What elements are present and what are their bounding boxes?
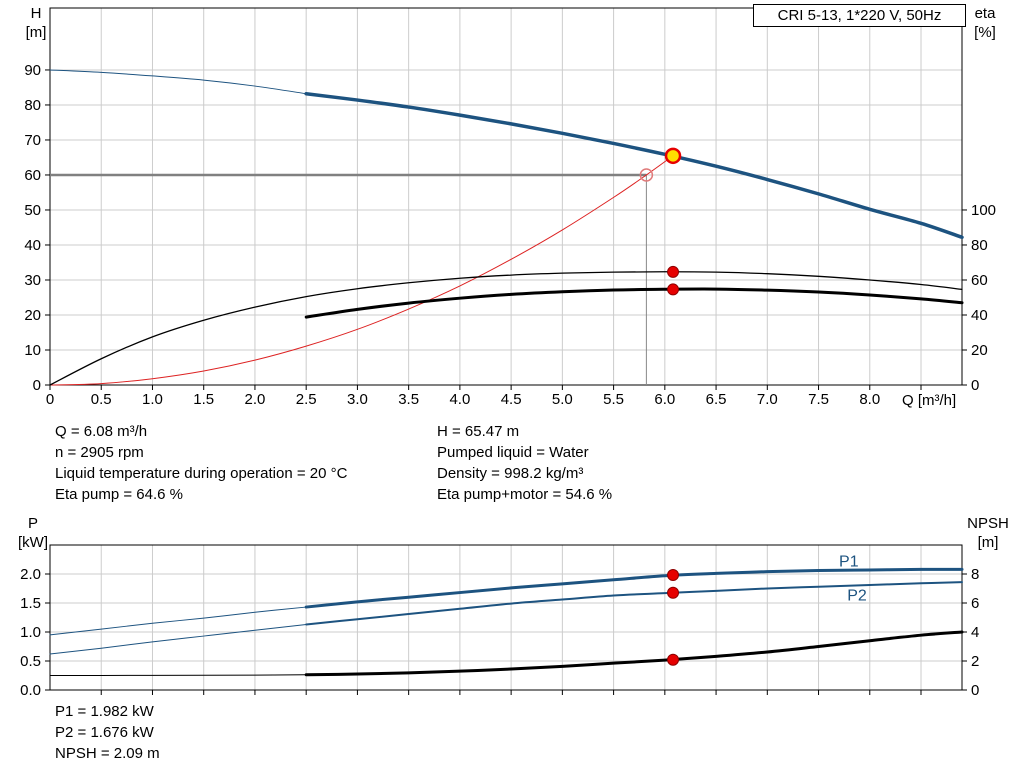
series-label-p2: P2 [847, 588, 867, 605]
operating-point-info-right: H = 65.47 m Pumped liquid = Water Densit… [437, 421, 612, 505]
y-left-tick-label: 1.0 [20, 624, 41, 641]
pump-model-badge: CRI 5-13, 1*220 V, 50Hz [753, 4, 966, 27]
y-left-tick-label: 0.5 [20, 653, 41, 670]
info-line-temp: Liquid temperature during operation = 20… [55, 465, 348, 482]
y-left-tick-label: 70 [24, 132, 41, 149]
eta-axis-unit: [%] [974, 24, 996, 41]
y-left-tick-label: 0 [33, 377, 41, 394]
x-tick-label: 6.0 [654, 391, 675, 408]
p-axis-title: P [27, 515, 38, 532]
p1-dot [667, 569, 680, 582]
x-tick-label: 7.5 [808, 391, 829, 408]
q-axis-label: Q [m³/h] [902, 392, 957, 409]
h-axis-unit: [m] [25, 24, 47, 41]
npsh-axis-unit: [m] [977, 534, 999, 551]
npsh-curve [304, 630, 964, 677]
y-left-tick-label: 1.5 [20, 595, 41, 612]
x-tick-label: 4.0 [449, 391, 470, 408]
eta-pump-dot [667, 265, 680, 278]
x-tick-label: 0.5 [91, 391, 112, 408]
eta-pump-motor-curve [304, 287, 964, 319]
p2-curve [305, 581, 963, 626]
npsh-dot [667, 653, 680, 666]
y-right-tick-label: 8 [971, 566, 979, 583]
x-tick-label: 0 [46, 391, 54, 408]
series-label-p1: P1 [839, 553, 859, 570]
npsh-axis-title: NPSH [967, 515, 1009, 532]
plot-border [49, 7, 963, 386]
y-right-tick-label: 2 [971, 653, 979, 670]
info-line-eta-pump-motor: Eta pump+motor = 54.6 % [437, 486, 613, 503]
y-right-tick-label: 60 [971, 272, 988, 289]
x-tick-label: 6.5 [706, 391, 727, 408]
head-curve [304, 92, 964, 240]
info-line-p1: P1 = 1.982 kW [55, 703, 154, 720]
x-tick-label: 8.0 [859, 391, 880, 408]
power-info: P1 = 1.982 kW P2 = 1.676 kW NPSH = 2.09 … [55, 701, 160, 764]
x-tick-label: 2.5 [296, 391, 317, 408]
y-right-tick-label: 4 [971, 624, 979, 641]
duty-point-marker [664, 147, 682, 165]
p-axis-unit: [kW] [18, 534, 48, 551]
x-tick-label: 7.0 [757, 391, 778, 408]
y-left-tick-label: 50 [24, 202, 41, 219]
operating-point-info-left: Q = 6.08 m³/h n = 2905 rpm Liquid temper… [55, 421, 347, 505]
p1-curve-lead [49, 606, 307, 636]
setpoint-open-marker [639, 168, 654, 182]
y-left-tick-label: 2.0 [20, 566, 41, 583]
x-tick-label: 2.0 [245, 391, 266, 408]
info-line-eta-pump: Eta pump = 64.6 % [55, 486, 183, 503]
y-left-tick-label: 60 [24, 167, 41, 184]
y-left-tick-label: 40 [24, 237, 41, 254]
info-line-npsh: NPSH = 2.09 m [55, 745, 160, 762]
head-curve-lead [49, 69, 307, 95]
info-line-q: Q = 6.08 m³/h [55, 423, 148, 440]
eta-pump-curve [49, 271, 963, 386]
system-curve [49, 155, 674, 386]
y-left-tick-label: 0.0 [20, 682, 41, 699]
info-line-h: H = 65.47 m [437, 423, 520, 440]
info-line-p2: P2 = 1.676 kW [55, 724, 154, 741]
y-left-tick-label: 20 [24, 307, 41, 324]
x-tick-label: 1.5 [193, 391, 214, 408]
x-tick-label: 5.0 [552, 391, 573, 408]
h-axis-label: H [m] [15, 4, 57, 42]
eta-axis-title: eta [974, 5, 996, 22]
npsh-curve-lead [49, 674, 307, 677]
info-line-n: n = 2905 rpm [55, 444, 144, 461]
plot-border [49, 544, 963, 691]
x-tick-label: 3.0 [347, 391, 368, 408]
y-right-tick-label: 40 [971, 307, 988, 324]
y-right-tick-label: 0 [971, 377, 979, 394]
y-right-tick-label: 100 [971, 202, 996, 219]
y-left-tick-label: 90 [24, 62, 41, 79]
x-tick-label: 4.5 [501, 391, 522, 408]
p2-dot [667, 586, 680, 599]
h-axis-title: H [30, 5, 42, 22]
y-left-tick-label: 30 [24, 272, 41, 289]
p-axis-label: P [kW] [10, 514, 56, 552]
y-left-tick-label: 10 [24, 342, 41, 359]
y-right-tick-label: 80 [971, 237, 988, 254]
y-right-tick-label: 6 [971, 595, 979, 612]
y-right-tick-label: 20 [971, 342, 988, 359]
x-tick-label: 1.0 [142, 391, 163, 408]
p2-curve-lead [49, 623, 307, 655]
y-left-tick-label: 80 [24, 97, 41, 114]
info-line-density: Density = 998.2 kg/m³ [437, 465, 584, 482]
eta-pump-motor-dot [667, 283, 680, 296]
x-tick-label: 5.5 [603, 391, 624, 408]
eta-axis-label: eta [%] [962, 4, 1008, 42]
p1-curve [304, 567, 964, 609]
npsh-axis-label: NPSH [m] [958, 514, 1018, 552]
y-right-tick-label: 0 [971, 682, 979, 699]
x-tick-label: 3.5 [398, 391, 419, 408]
info-line-liquid: Pumped liquid = Water [437, 444, 589, 461]
